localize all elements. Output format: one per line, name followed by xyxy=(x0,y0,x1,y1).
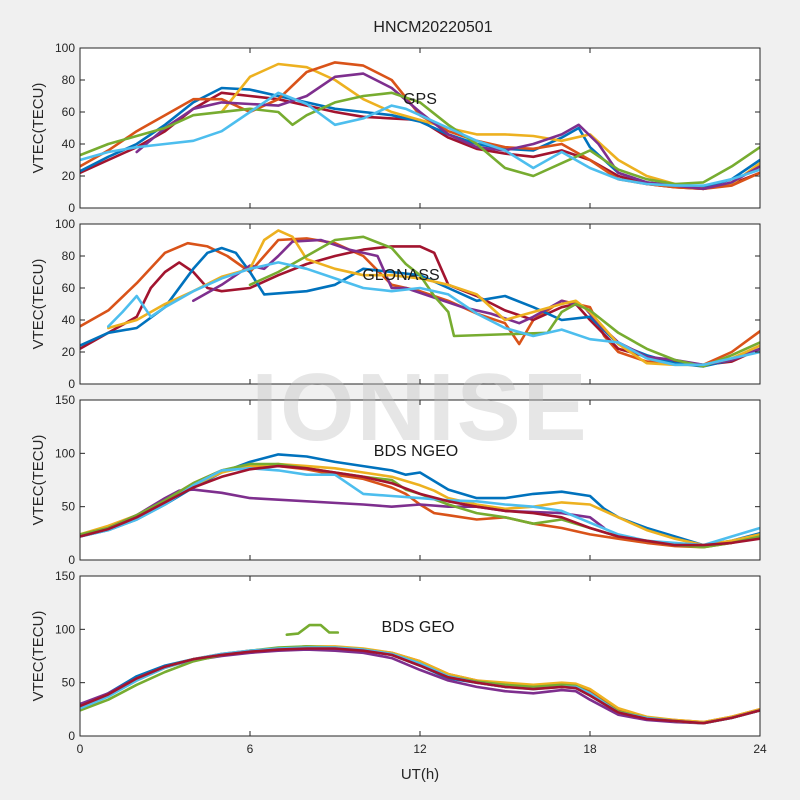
y-tick-label: 20 xyxy=(62,169,76,183)
series-group xyxy=(80,229,760,368)
series-line-6 xyxy=(80,91,760,187)
y-tick-label: 100 xyxy=(55,41,75,55)
y-tick-label: 50 xyxy=(62,500,76,514)
y-tick-label: 60 xyxy=(62,281,76,295)
panel-label: BDS GEO xyxy=(382,619,455,636)
y-tick-label: 80 xyxy=(62,249,76,263)
series-line-3 xyxy=(192,238,760,367)
series-line-7 xyxy=(285,623,340,636)
panel-label: GPS xyxy=(403,91,437,108)
y-tick-label: 100 xyxy=(55,446,75,460)
x-tick-label: 24 xyxy=(753,742,767,756)
x-axis-label: UT(h) xyxy=(401,766,439,783)
y-tick-label: 100 xyxy=(55,217,75,231)
x-tick-label: 6 xyxy=(247,742,254,756)
series-line-5 xyxy=(80,91,760,186)
panel-0: 0 20 40 60 80 100 GPS VTEC(TECU) xyxy=(30,41,761,215)
panel-label: GLONASS xyxy=(362,267,439,284)
y-tick-label: 50 xyxy=(62,676,76,690)
y-axis-label: VTEC(TECU) xyxy=(30,83,47,174)
x-tick-label: 18 xyxy=(583,742,597,756)
series-group xyxy=(80,453,760,549)
y-tick-label: 80 xyxy=(62,73,76,87)
y-tick-label: 0 xyxy=(68,201,75,215)
panel-label: BDS NGEO xyxy=(374,443,458,460)
watermark: IONISE xyxy=(251,354,588,461)
series-group xyxy=(80,623,760,725)
panel-3: 0 50 100 150 0 6 12 18 24 BDS GEO VTEC(TECU) xyxy=(30,569,767,756)
panel-2: 0 50 100 150 BDS NGEO VTEC(TECU) xyxy=(30,393,761,567)
x-tick-label: 0 xyxy=(77,742,84,756)
series-line-1 xyxy=(80,245,760,367)
y-tick-label: 150 xyxy=(55,393,75,407)
y-tick-label: 150 xyxy=(55,569,75,583)
y-tick-label: 40 xyxy=(62,313,76,327)
y-tick-label: 40 xyxy=(62,137,76,151)
series-line-6 xyxy=(107,261,760,367)
series-line-6 xyxy=(80,464,760,547)
figure-title: HNCM20220501 xyxy=(373,19,492,36)
y-tick-label: 0 xyxy=(68,553,75,567)
plot-area xyxy=(80,576,760,736)
y-tick-label: 0 xyxy=(68,377,75,391)
series-line-6 xyxy=(80,647,760,725)
y-tick-label: 60 xyxy=(62,105,76,119)
panels: 020406080100GPSVTEC(TECU)020406080100GLO… xyxy=(30,41,767,756)
x-tick-label: 12 xyxy=(413,742,427,756)
series-line-4 xyxy=(135,72,760,191)
y-tick-label: 100 xyxy=(55,622,75,636)
y-axis-label: VTEC(TECU) xyxy=(30,611,47,702)
y-axis-label: VTEC(TECU) xyxy=(30,435,47,526)
y-axis-label: VTEC(TECU) xyxy=(30,259,47,350)
plot-area xyxy=(80,400,760,560)
y-tick-label: 20 xyxy=(62,345,76,359)
y-tick-label: 0 xyxy=(68,729,75,743)
series-group xyxy=(80,61,760,191)
series-line-5 xyxy=(248,235,760,368)
series-line-0 xyxy=(80,237,760,367)
panel-1: 0 20 40 60 80 100 GLONASS VTEC(TECU) xyxy=(30,217,761,391)
